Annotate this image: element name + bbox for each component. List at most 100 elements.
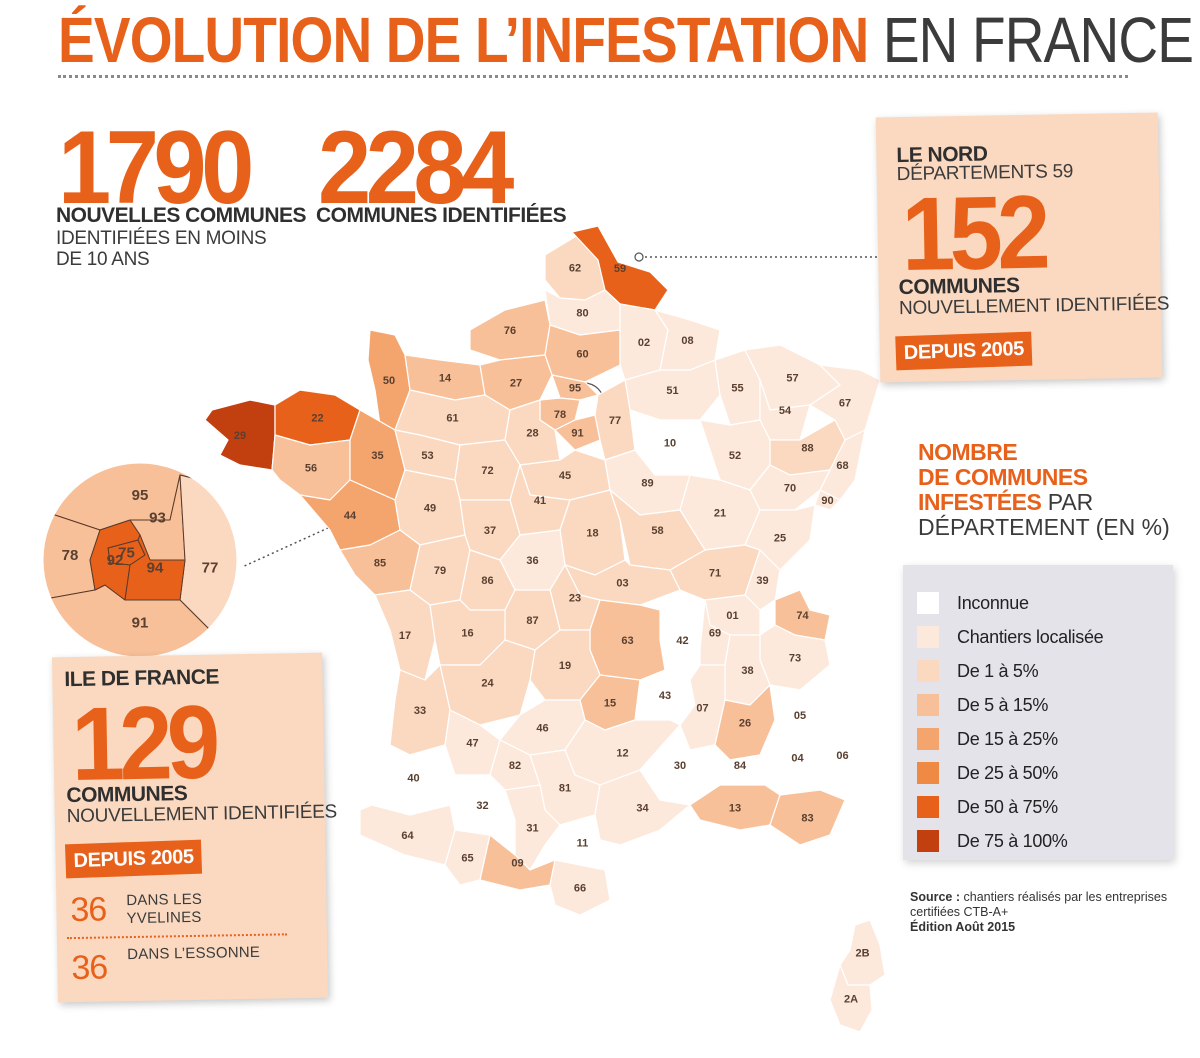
dept-label: 44: [344, 510, 357, 522]
dept-label: 03: [616, 578, 628, 590]
dept-label: 95: [132, 487, 149, 504]
dept-label: 09: [511, 858, 523, 870]
nord-label: NOUVELLEMENT IDENTIFIÉES: [898, 293, 1170, 320]
dept-label: 15: [604, 698, 616, 710]
legend-label: De 25 à 50%: [957, 763, 1058, 783]
dept-label: 71: [709, 568, 721, 580]
dept-label: 70: [784, 483, 796, 495]
idf-detail-divider: [66, 933, 287, 940]
dept-label: 87: [526, 615, 538, 627]
legend-swatch: [917, 796, 939, 818]
dept-label: 30: [674, 760, 686, 772]
legend-label: De 50 à 75%: [957, 797, 1058, 817]
dept-label: 58: [651, 525, 663, 537]
dept-label: 54: [779, 405, 792, 417]
dept-label: 81: [559, 783, 571, 795]
legend-label: Inconnue: [957, 593, 1029, 613]
dept-label: 76: [504, 325, 516, 337]
dept-label: 79: [434, 565, 446, 577]
dept-label: 49: [424, 503, 436, 515]
dept-label: 39: [756, 575, 768, 587]
dept-label: 37: [484, 525, 496, 537]
dept-label: 32: [476, 800, 488, 812]
title-rest: EN FRANCE: [882, 4, 1194, 76]
idf-value: 129: [70, 684, 216, 804]
dept-label: 82: [509, 760, 521, 772]
dept-label: 16: [461, 628, 473, 640]
dept-label: 29: [234, 430, 246, 442]
dept-label: 12: [616, 748, 628, 760]
legend-swatch: [917, 762, 939, 784]
dept-label: 52: [729, 450, 741, 462]
dept-label: 31: [526, 823, 538, 835]
legend-title-line1: NOMBRE: [918, 439, 1018, 465]
dept-label: 07: [696, 703, 708, 715]
legend-title-line4: DÉPARTEMENT (EN %): [918, 514, 1170, 540]
dept-label: 42: [676, 635, 688, 647]
legend-swatch: [917, 660, 939, 682]
dept-label: 62: [569, 263, 581, 275]
dept-label: 59: [614, 263, 626, 275]
legend-label: De 15 à 25%: [957, 729, 1058, 749]
dept-label: 2A: [844, 994, 858, 1006]
idf-detail-line1: DANS LES: [126, 890, 203, 910]
dept-label: 35: [371, 450, 383, 462]
idf-detail-number: 36: [70, 890, 107, 930]
page-title: ÉVOLUTION DE L’INFESTATION EN FRANCE: [58, 4, 1194, 76]
dept-label: 93: [149, 510, 166, 527]
dept-label: 18: [586, 528, 598, 540]
dept-label: 86: [481, 575, 493, 587]
dept-label: 50: [383, 375, 395, 387]
source-text1: chantiers réalisés par les entreprises: [963, 890, 1168, 904]
new-communes-sub2: DE 10 ANS: [56, 249, 150, 270]
dept-label: 10: [664, 438, 676, 450]
dept-label: 61: [446, 413, 458, 425]
dept-90: [814, 489, 841, 511]
dept-label: 74: [796, 610, 809, 622]
dept-label: 84: [734, 760, 747, 772]
legend-title-line3: INFESTÉES PAR: [918, 489, 1094, 515]
dept-label: 91: [571, 428, 583, 440]
dept-29: [204, 399, 276, 471]
dept-label: 26: [739, 718, 751, 730]
dept-label: 77: [202, 560, 219, 577]
source-text2: certifiées CTB-A+: [910, 905, 1009, 919]
dept-label: 25: [774, 533, 786, 545]
dept-95: [551, 374, 599, 401]
dept-label: 36: [526, 555, 538, 567]
dept-label: 90: [821, 495, 833, 507]
dept-label: 34: [636, 803, 649, 815]
legend-swatch: [917, 626, 939, 648]
dept-label: 02: [638, 337, 650, 349]
nord-box: LE NORD DÉPARTEMENTS 59 152 COMMUNES NOU…: [875, 112, 1169, 383]
dept-label: 21: [714, 508, 726, 520]
dept-label: 14: [439, 373, 452, 385]
dept-label: 94: [147, 560, 164, 577]
dept-label: 01: [726, 610, 738, 622]
legend-swatch: [917, 694, 939, 716]
dept-label: 66: [574, 883, 586, 895]
dept-label: 47: [466, 738, 478, 750]
dept-label: 91: [132, 615, 149, 632]
dept-label: 13: [729, 803, 741, 815]
dept-label: 69: [709, 628, 721, 640]
dept-label: 83: [801, 813, 813, 825]
nord-connector-dot: [634, 252, 644, 262]
legend-swatch: [917, 830, 939, 852]
dept-label: 78: [554, 409, 566, 421]
dept-label: 73: [789, 653, 801, 665]
legend-label: De 75 à 100%: [957, 831, 1068, 851]
dept-label: 85: [374, 558, 386, 570]
dept-2A: [829, 964, 873, 1033]
dept-label: 56: [305, 463, 317, 475]
dept-label: 43: [659, 690, 671, 702]
dept-59: [571, 225, 669, 311]
source-edition: Édition Août 2015: [910, 920, 1016, 934]
dept-label: 28: [526, 428, 538, 440]
idf-detail-line1: DANS L’ESSONNE: [127, 943, 261, 964]
legend-label: De 1 à 5%: [957, 661, 1039, 681]
dept-label: 89: [641, 478, 653, 490]
dept-label: 51: [666, 385, 678, 397]
title-divider: [58, 75, 1128, 78]
dept-label: 17: [399, 630, 411, 642]
